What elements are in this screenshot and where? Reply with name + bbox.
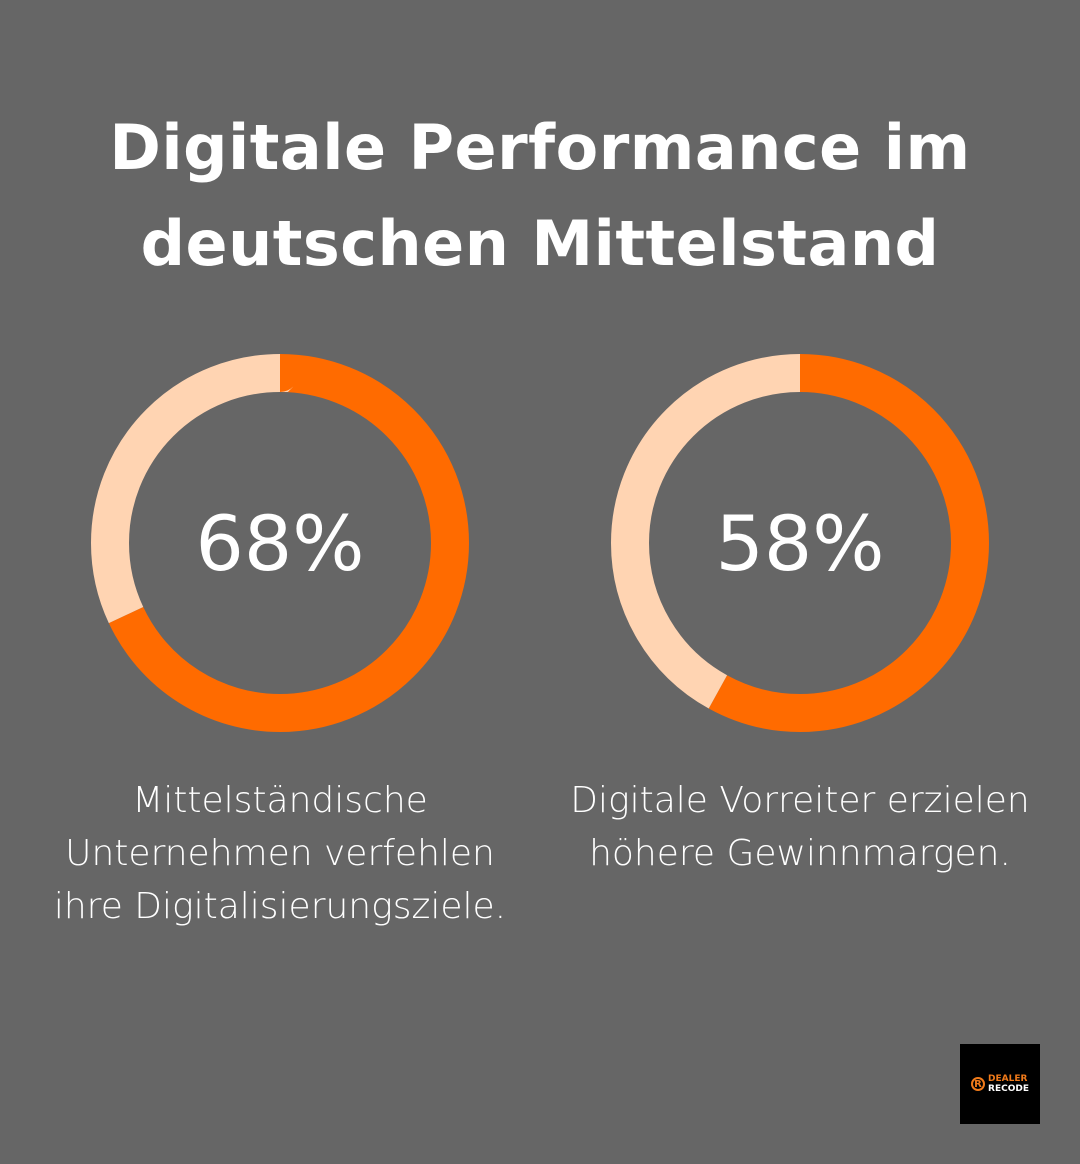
dealer-recode-logo: R DEALER RECODE	[960, 1044, 1040, 1124]
donut-slice-remaining	[611, 354, 989, 732]
logo-line2: RECODE	[988, 1084, 1029, 1094]
donut-svg	[91, 354, 469, 732]
donut-value-label: 68%	[195, 498, 365, 588]
logo-mark-icon: R	[971, 1077, 986, 1091]
donut-chart-1: 68%	[90, 353, 470, 733]
donut-value-label: 58%	[715, 498, 885, 588]
donut-svg	[611, 354, 989, 732]
caption-1: Mittelständische Unternehmen verfehlen i…	[53, 780, 507, 927]
caption-2: Digitale Vorreiter erzielen höhere Gewin…	[570, 780, 1030, 874]
page-title: Digitale Performance im deutschen Mittel…	[109, 111, 971, 280]
logo-line1: DEALER	[988, 1074, 1028, 1084]
donut-chart-2: 58%	[610, 353, 990, 733]
donut-slice-remaining	[91, 354, 469, 732]
